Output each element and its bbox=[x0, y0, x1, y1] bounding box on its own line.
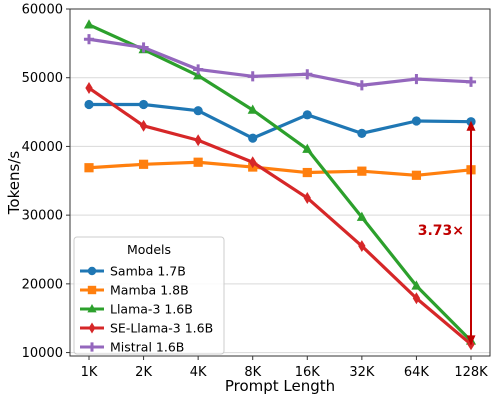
data-point bbox=[249, 156, 257, 169]
series-line bbox=[89, 102, 472, 140]
data-point bbox=[83, 19, 95, 29]
y-tick-label: 20000 bbox=[22, 277, 63, 292]
data-point bbox=[411, 116, 422, 126]
legend-box bbox=[73, 236, 225, 355]
series-line bbox=[88, 160, 472, 177]
data-point bbox=[84, 163, 94, 173]
data-point bbox=[193, 64, 204, 75]
legend-marker bbox=[87, 266, 97, 276]
legend-item: Mistral 1.6B bbox=[80, 340, 184, 355]
annotation-label: 3.73× bbox=[418, 223, 464, 239]
legend-item: Samba 1.7B bbox=[80, 264, 186, 279]
y-ticks: 10000 20000 30000 40000 50000 60000 bbox=[22, 3, 70, 361]
y-tick-label: 40000 bbox=[22, 140, 63, 155]
legend-marker bbox=[87, 285, 97, 295]
data-point bbox=[411, 280, 422, 290]
x-ticks: 1K 2K 4K 8K 16K 32K 64K 128K bbox=[81, 356, 488, 380]
legend-item: SE-Llama-3 1.6B bbox=[80, 321, 213, 336]
data-point bbox=[357, 128, 367, 138]
y-tick-label: 30000 bbox=[22, 209, 63, 224]
x-tick-label: 8K bbox=[244, 365, 261, 380]
legend-item: Mamba 1.8B bbox=[80, 283, 189, 298]
data-point bbox=[138, 159, 149, 169]
x-tick-label: 2K bbox=[135, 365, 152, 380]
data-point bbox=[85, 82, 93, 94]
annotation-arrowhead-bottom bbox=[466, 335, 476, 346]
legend-marker bbox=[88, 322, 96, 334]
data-point bbox=[247, 104, 258, 114]
legend: Models Samba 1.7B Mamba 1.8B Llama-3 1.6B SE… bbox=[73, 236, 225, 355]
data-point bbox=[303, 191, 311, 204]
data-point bbox=[302, 167, 312, 178]
data-point bbox=[139, 119, 148, 132]
data-point bbox=[465, 76, 477, 87]
y-tick-label: 60000 bbox=[22, 3, 63, 18]
legend-label: Samba 1.7B bbox=[110, 264, 186, 279]
x-tick-label: 16K bbox=[295, 365, 321, 380]
data-point bbox=[138, 99, 149, 110]
data-point bbox=[302, 143, 313, 153]
data-point bbox=[138, 42, 149, 53]
data-point bbox=[411, 74, 422, 85]
data-point bbox=[357, 166, 367, 176]
y-tick-label: 50000 bbox=[22, 71, 63, 86]
series-line bbox=[88, 37, 472, 87]
series-0 bbox=[84, 99, 476, 143]
series-line bbox=[88, 86, 473, 346]
data-point bbox=[412, 292, 421, 305]
legend-label: Mamba 1.8B bbox=[110, 283, 189, 298]
data-point bbox=[356, 211, 367, 221]
series-4 bbox=[83, 34, 477, 91]
data-point bbox=[83, 34, 95, 45]
data-point bbox=[411, 170, 422, 180]
x-tick-label: 64K bbox=[404, 365, 430, 380]
x-axis-label: Prompt Length bbox=[225, 377, 335, 394]
legend-marker bbox=[87, 342, 97, 352]
legend-label: Llama-3 1.6B bbox=[110, 302, 193, 317]
series-line bbox=[88, 23, 473, 343]
legend-title: Models bbox=[127, 242, 171, 257]
series-group bbox=[83, 19, 477, 351]
legend-label: Mistral 1.6B bbox=[110, 340, 184, 355]
data-point bbox=[193, 157, 203, 167]
annotation-group: 3.73× bbox=[418, 120, 476, 346]
annotation-arrowhead-top bbox=[466, 120, 476, 131]
x-tick-label: 1K bbox=[81, 365, 98, 380]
legend-item: Llama-3 1.6B bbox=[80, 302, 193, 317]
x-tick-label: 4K bbox=[190, 365, 207, 380]
data-point bbox=[193, 106, 203, 116]
data-point bbox=[302, 110, 312, 120]
data-point bbox=[84, 99, 94, 110]
x-tick-label: 32K bbox=[349, 365, 375, 380]
data-point bbox=[356, 80, 367, 91]
legend-marker bbox=[87, 303, 97, 313]
y-axis-label: Tokens/s bbox=[5, 151, 23, 216]
x-tick-label: 128K bbox=[454, 365, 488, 380]
data-point bbox=[248, 133, 258, 143]
legend-label: SE-Llama-3 1.6B bbox=[110, 321, 213, 336]
data-point bbox=[247, 71, 258, 82]
data-point bbox=[358, 240, 366, 253]
data-point bbox=[302, 69, 313, 80]
data-point bbox=[194, 134, 202, 147]
plot-frame bbox=[69, 8, 491, 357]
y-tick-label: 10000 bbox=[22, 346, 63, 361]
data-point bbox=[193, 70, 204, 80]
